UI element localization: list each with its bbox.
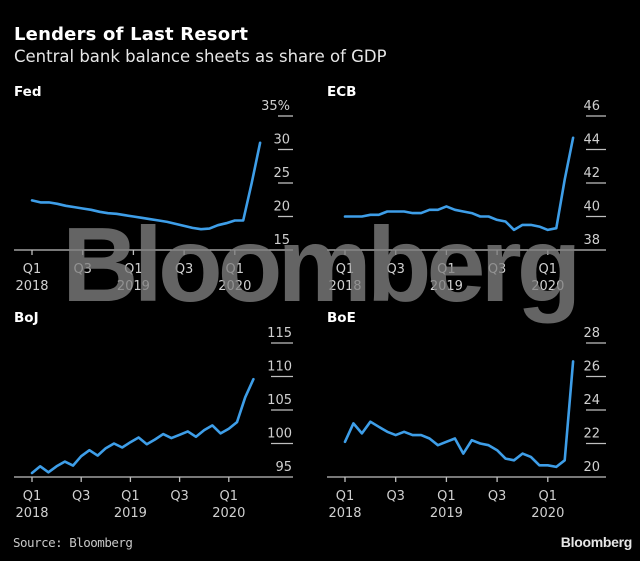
x-tick-year-label: 2020 [212, 506, 245, 521]
chart-panel-ecb: ECB 38 40 42 44 46 Q1 2018 Q3 Q1 2019 Q3 Q1 2020 [327, 84, 606, 294]
x-tick-label: Q1 [23, 489, 42, 504]
x-tick-year-label: 2018 [328, 279, 361, 294]
chart-panel-boe: BoE 20 22 24 26 28 Q1 2018 Q3 Q1 2019 Q3 Q1 2020 [327, 310, 606, 521]
chart-panel-fed: Fed 15 20 25 30 35% Q1 2018 Q3 Q1 2019 Q3 Q1 2020 [14, 84, 293, 294]
panel-title: ECB [327, 84, 356, 100]
y-tick-label: 35% [261, 99, 290, 114]
y-tick-label: 22 [583, 427, 600, 442]
x-tick-label: Q1 [539, 262, 558, 277]
source-note: Source: Bloomberg [13, 535, 133, 550]
x-tick-label: Q1 [226, 262, 245, 277]
y-tick-label: 40 [583, 200, 600, 215]
x-tick-label: Q1 [124, 262, 143, 277]
series-line-boj [30, 377, 255, 475]
x-tick-label: Q1 [336, 262, 355, 277]
x-tick-label: Q1 [437, 489, 456, 504]
x-tick-label: Q1 [220, 489, 239, 504]
chart-subtitle: Central bank balance sheets as share of … [14, 47, 387, 66]
x-tick-year-label: 2019 [117, 279, 150, 294]
panel-title: BoE [327, 310, 356, 326]
x-tick-year-label: 2018 [15, 279, 48, 294]
x-tick-label: Q1 [539, 489, 558, 504]
x-tick-label: Q3 [72, 489, 91, 504]
y-tick-label: 38 [583, 233, 600, 248]
y-tick-label: 100 [267, 427, 292, 442]
y-tick-label: 46 [583, 99, 600, 114]
x-tick-label: Q1 [336, 489, 355, 504]
chart-panel-boj: BoJ 95 100 105 110 115 Q1 2018 Q3 Q1 2019 Q3 Q1 2020 [14, 310, 293, 521]
y-tick-label: 30 [273, 133, 290, 148]
series-line-fed [30, 141, 262, 231]
x-tick-year-label: 2019 [430, 279, 463, 294]
x-tick-label: Q1 [23, 262, 42, 277]
x-tick-label: Q3 [386, 262, 405, 277]
x-tick-label: Q1 [121, 489, 140, 504]
chart-title: Lenders of Last Resort [14, 24, 249, 45]
x-tick-year-label: 2018 [328, 506, 361, 521]
x-tick-year-label: 2020 [531, 279, 564, 294]
x-tick-year-label: 2020 [531, 506, 564, 521]
y-tick-label: 25 [273, 166, 290, 181]
x-tick-year-label: 2019 [114, 506, 147, 521]
y-tick-label: 20 [583, 460, 600, 475]
bloomberg-logo: Bloomberg [560, 534, 633, 550]
x-tick-year-label: 2018 [15, 506, 48, 521]
y-tick-label: 15 [273, 233, 290, 248]
panel-title: Fed [14, 84, 42, 100]
y-tick-label: 44 [583, 133, 600, 148]
y-tick-label: 26 [583, 360, 600, 375]
x-tick-label: Q3 [488, 489, 507, 504]
y-tick-label: 24 [583, 393, 600, 408]
x-tick-label: Q3 [170, 489, 189, 504]
x-tick-label: Q3 [386, 489, 405, 504]
x-tick-label: Q1 [437, 262, 456, 277]
x-tick-year-label: 2020 [218, 279, 251, 294]
y-tick-label: 42 [583, 166, 600, 181]
series-line-boe [343, 360, 575, 469]
x-tick-label: Q3 [488, 262, 507, 277]
x-tick-label: Q3 [73, 262, 92, 277]
panel-title: BoJ [14, 310, 39, 326]
x-tick-label: Q3 [175, 262, 194, 277]
x-tick-year-label: 2019 [430, 506, 463, 521]
series-line-ecb [343, 136, 575, 232]
y-tick-label: 110 [267, 360, 292, 375]
y-tick-label: 20 [273, 200, 290, 215]
y-tick-label: 105 [267, 393, 292, 408]
y-tick-label: 28 [583, 326, 600, 341]
y-tick-label: 95 [275, 460, 292, 475]
y-tick-label: 115 [267, 326, 292, 341]
